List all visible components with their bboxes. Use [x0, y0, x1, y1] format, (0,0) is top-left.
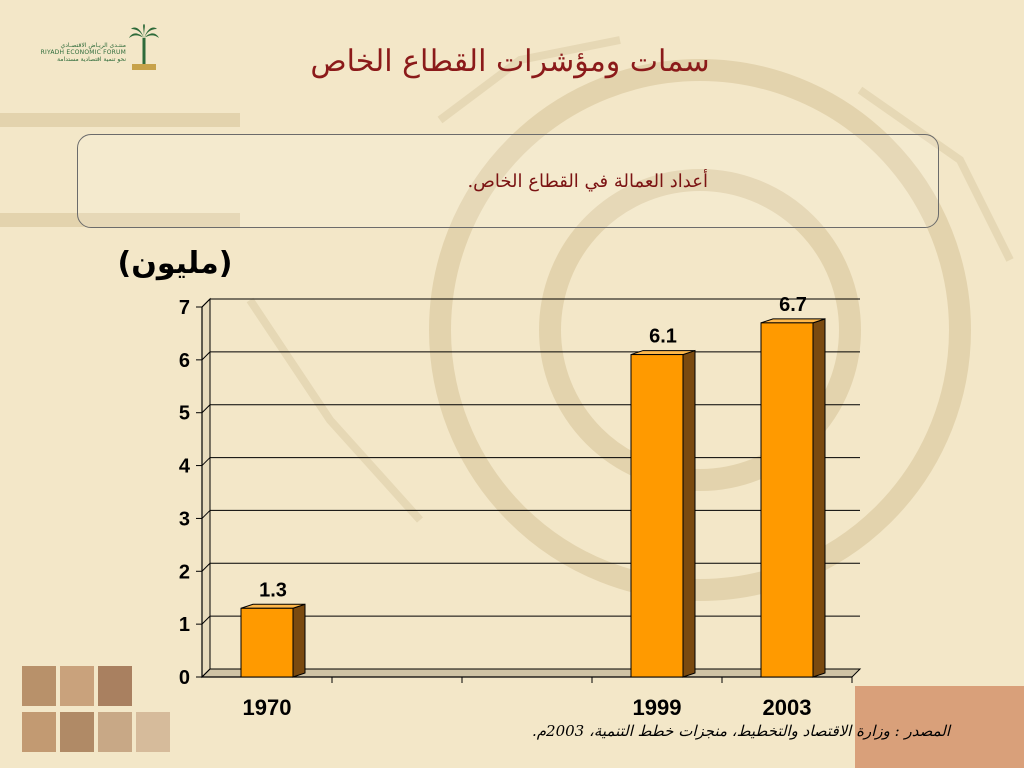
gridline-side [201, 510, 211, 519]
x-tick-label: 2003 [763, 695, 812, 720]
slide-title: سمات ومؤشرات القطاع الخاص [310, 44, 710, 79]
unit-label: (مليون) [117, 246, 233, 281]
palm-tree-icon [129, 24, 159, 70]
logo-english-text: RIYADH ECONOMIC FORUM [40, 49, 126, 56]
riyadh-economic-forum-logo: منتـدى الريـاض الاقتصـادي RIYADH ECONOMI… [30, 22, 160, 82]
y-tick-label: 5 [179, 403, 190, 425]
bar-top [760, 318, 826, 324]
photo-thumbnail [136, 712, 170, 752]
y-tick-label: 1 [179, 614, 190, 636]
gridline-side [201, 615, 211, 625]
gridline-side [201, 404, 211, 414]
y-tick-label: 3 [179, 508, 190, 530]
gridline-side [201, 351, 211, 361]
gridline-side [201, 457, 211, 466]
bar-side [682, 349, 696, 678]
y-tick-label: 7 [179, 297, 190, 319]
bar-side [812, 318, 826, 678]
photo-thumbnail [98, 666, 132, 706]
photo-thumbnail [60, 666, 94, 706]
photo-thumbnail [22, 666, 56, 706]
bar-top [630, 350, 696, 356]
bar-top [240, 603, 306, 609]
gridline-side [201, 668, 211, 678]
photo-thumbnail [60, 712, 94, 752]
bar [630, 354, 684, 678]
logo-text: منتـدى الريـاض الاقتصـادي RIYADH ECONOMI… [30, 42, 126, 63]
bar-side [292, 603, 306, 678]
y-tick-label: 6 [179, 350, 190, 372]
bar [240, 607, 294, 678]
y-tick-label: 2 [179, 561, 190, 583]
decorative-photos [22, 666, 170, 752]
subtitle-text: أعداد العمالة في القطاع الخاص. [467, 171, 708, 192]
photo-thumbnail [98, 712, 132, 752]
logo-tagline: نحو تنمية اقتصادية مستدامة [57, 56, 126, 63]
bar [760, 322, 814, 678]
x-tick-label: 1999 [633, 695, 682, 720]
source-note: المصدر : وزارة الاقتصاد والتخطيط، منجزات… [531, 722, 950, 740]
bar-chart: 0 1 2 3 4 5 6 7 1.3 1970 6.1 1999 6.7 2003 [179, 294, 862, 720]
x-tick-label: 1970 [243, 695, 292, 720]
subtitle-box: أعداد العمالة في القطاع الخاص. [77, 134, 939, 228]
y-tick-label: 4 [179, 456, 191, 478]
data-label: 1.3 [259, 579, 287, 601]
data-label: 6.7 [779, 294, 807, 316]
photo-thumbnail [22, 712, 56, 752]
logo-arabic-text: منتـدى الريـاض الاقتصـادي [60, 42, 127, 49]
gridline-side [201, 298, 211, 308]
y-tick-label: 0 [179, 667, 190, 689]
gridline-side [201, 562, 211, 572]
source-panel [855, 686, 1024, 768]
data-label: 6.1 [649, 326, 677, 348]
